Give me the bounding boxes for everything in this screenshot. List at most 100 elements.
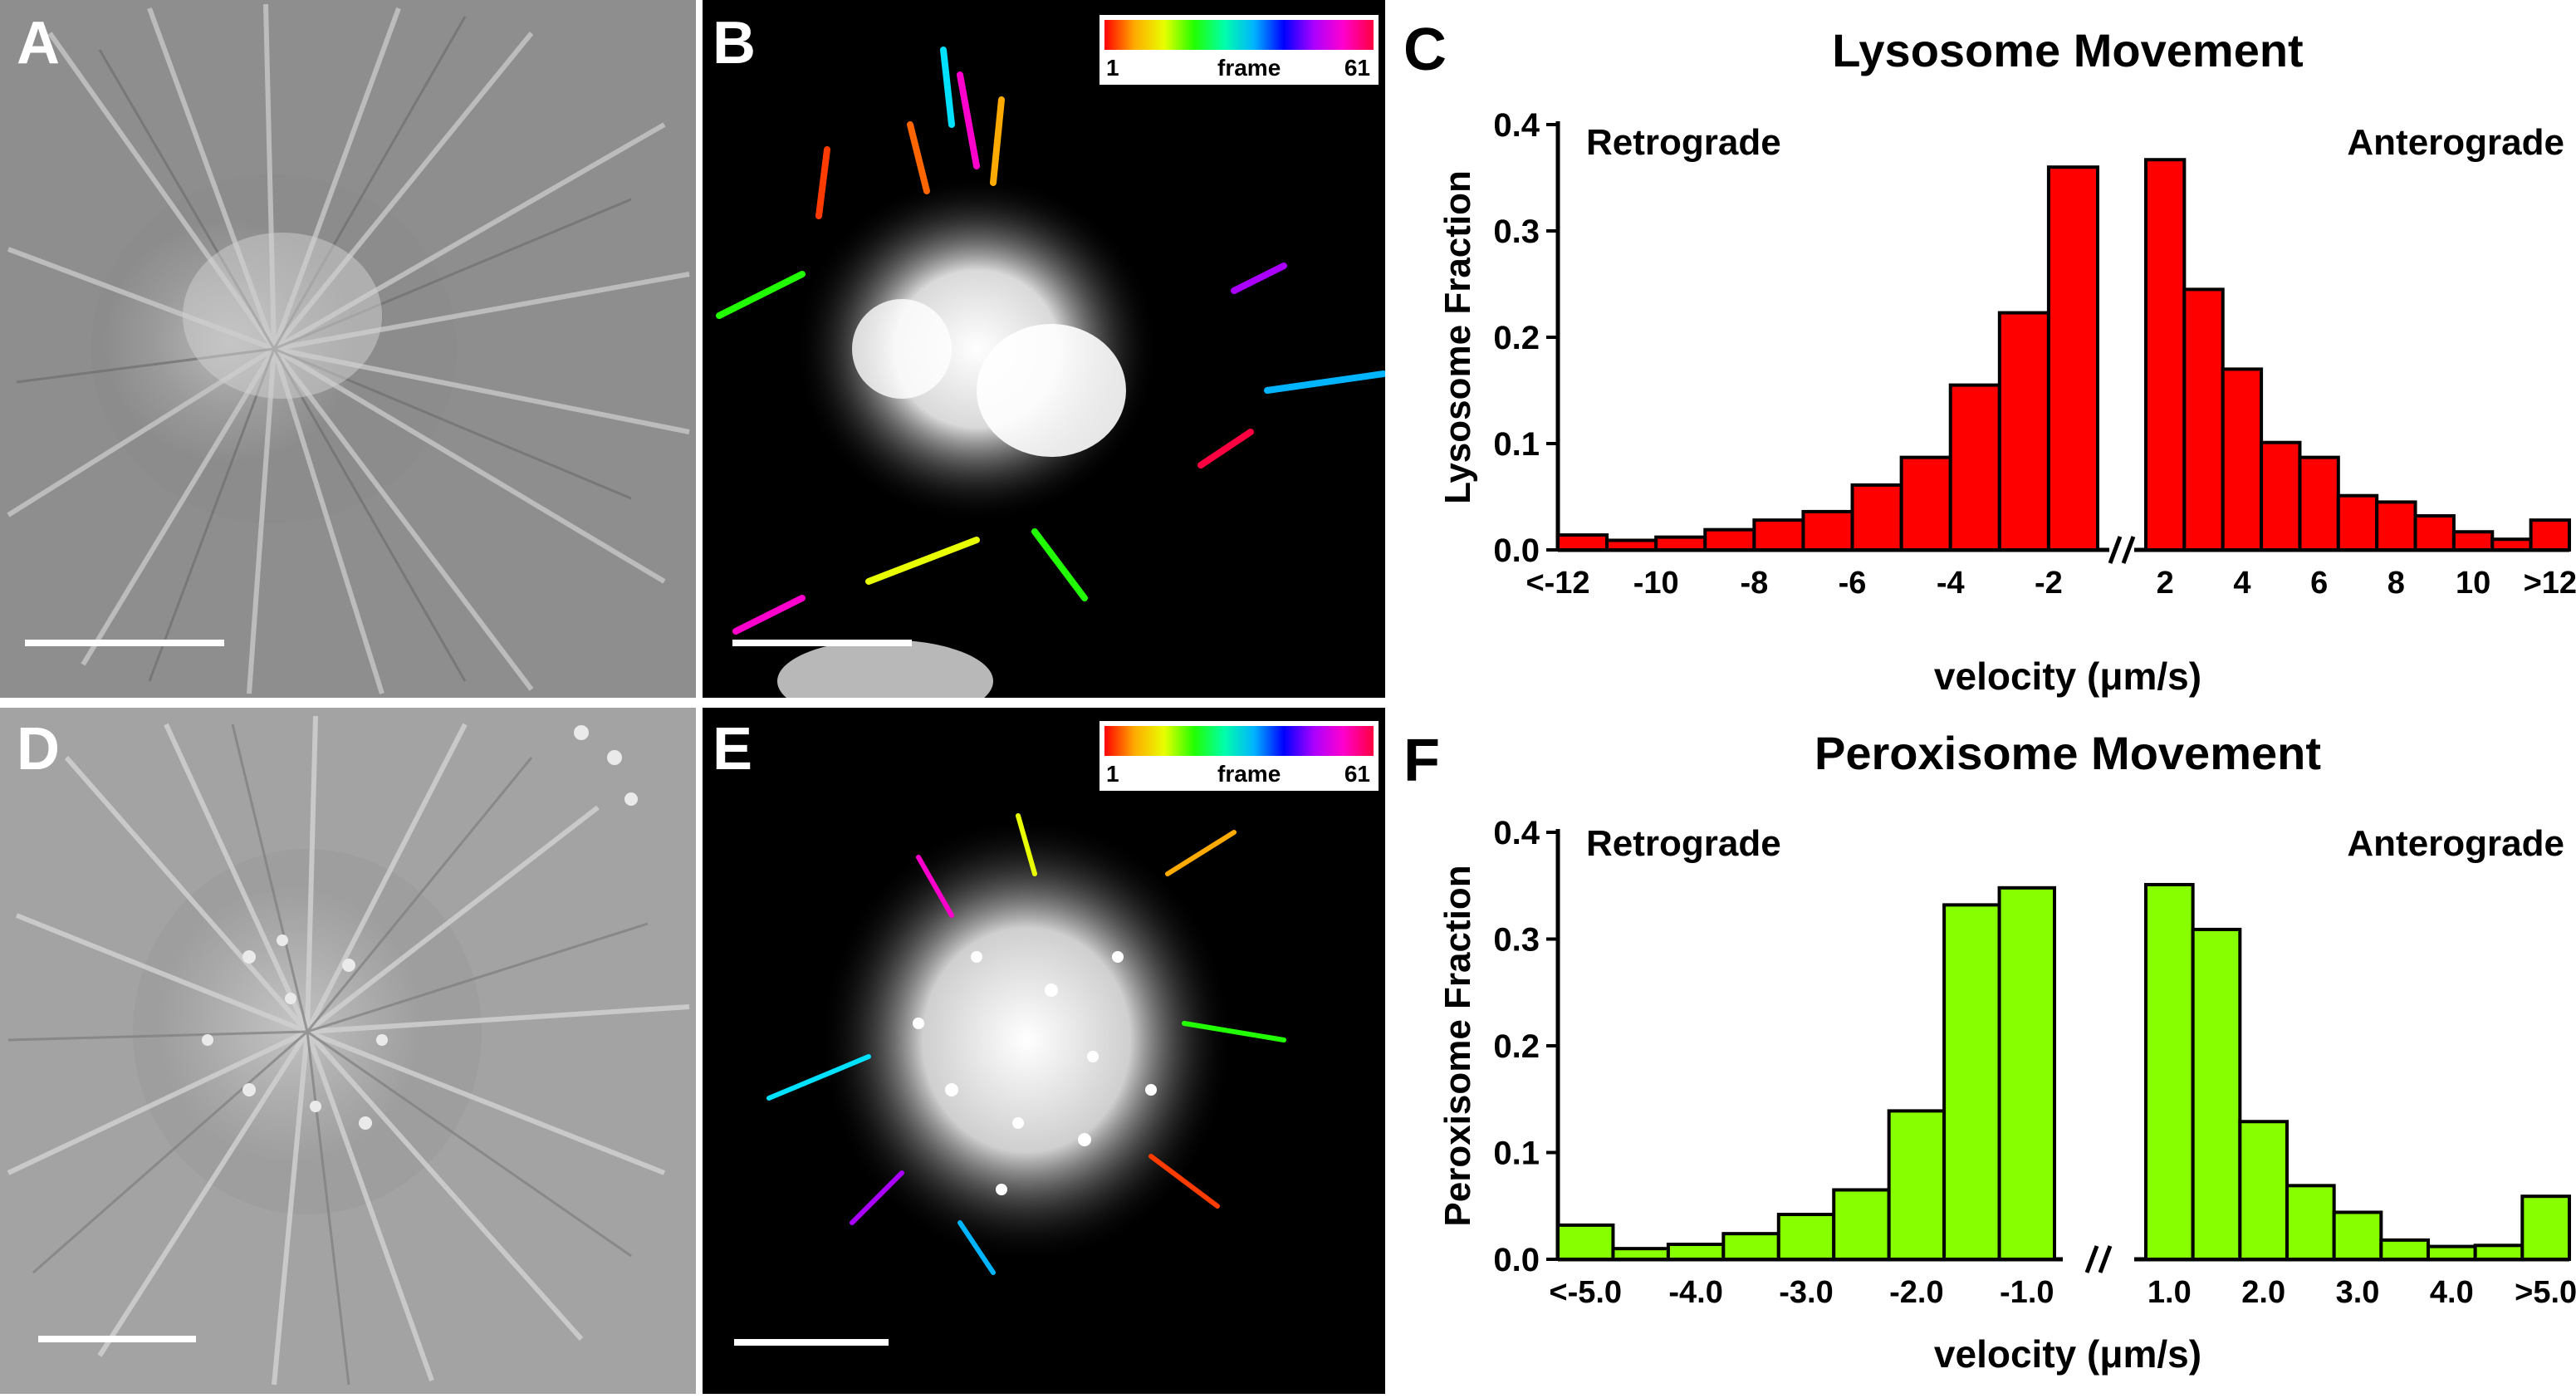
bar-retrograde [1942, 903, 2001, 1261]
scale-bar [25, 640, 224, 646]
bar-anterograde [2332, 1210, 2383, 1262]
bar-retrograde [1611, 1247, 1670, 1262]
bar-anterograde [2285, 1184, 2336, 1262]
scale-bar [732, 640, 912, 646]
y-tick-label: 0.3 [1493, 922, 1540, 959]
x-tick-label: 8 [2387, 566, 2405, 601]
x-axis-label: velocity (μm/s) [1934, 1332, 2201, 1376]
color-bar-label: frame [1217, 761, 1281, 787]
bar-retrograde [1997, 311, 2050, 552]
color-bar-end: 61 [1344, 761, 1370, 787]
bar-retrograde [1997, 885, 2056, 1261]
bar-anterograde [2379, 1238, 2431, 1261]
panel-label-d: D [17, 716, 60, 782]
bar-retrograde [1832, 1188, 1891, 1261]
panel-a-dic-image: A [0, 0, 696, 698]
bar-anterograde [2375, 500, 2417, 552]
x-tick-label: -4 [1937, 566, 1965, 601]
axis-break-mark [2121, 536, 2136, 564]
x-tick-label: 6 [2310, 566, 2328, 601]
retrograde-label: Retrograde [1586, 122, 1781, 163]
peroxisome-chart-svg: Peroxisome Movement Peroxisome Fraction Re… [1437, 727, 2576, 1376]
x-tick-label: <-5.0 [1549, 1275, 1622, 1310]
x-tick-label: -1.0 [2000, 1275, 2054, 1310]
bar-anterograde [2413, 514, 2456, 552]
bar-anterograde [2490, 537, 2533, 552]
y-tick-label: 0.2 [1493, 1028, 1540, 1065]
color-bar-start: 1 [1106, 761, 1119, 787]
bar-retrograde [1776, 1213, 1836, 1262]
axis-break-mark [2098, 1245, 2113, 1273]
panel-label-c: C [1403, 17, 1447, 83]
frame-color-bar: 1 frame 61 [1099, 721, 1379, 791]
color-bar-start: 1 [1106, 55, 1119, 81]
color-bar-end: 61 [1344, 55, 1370, 81]
color-bar-label: frame [1217, 55, 1281, 81]
axis-break-mark [2108, 536, 2123, 564]
x-tick-label: 2.0 [2241, 1275, 2285, 1310]
lysosome-tracks-image [703, 0, 1385, 698]
y-tick-label: 0.3 [1493, 213, 1540, 250]
x-tick-label: -2.0 [1889, 1275, 1943, 1310]
y-tick-label: 0.0 [1493, 1242, 1540, 1278]
bar-retrograde [1556, 1223, 1615, 1262]
bar-anterograde [2427, 1244, 2477, 1262]
x-tick-label: 4 [2233, 566, 2250, 601]
lysosome-chart-svg: Lysosome Movement Lysosome Fraction Retrog… [1437, 24, 2576, 698]
scale-bar [38, 1336, 196, 1342]
y-tick-label: 0.4 [1493, 107, 1540, 144]
y-tick-label: 0.1 [1493, 1136, 1540, 1172]
bar-anterograde [2182, 287, 2225, 552]
bar-retrograde [1556, 533, 1609, 552]
bar-anterograde [2260, 440, 2302, 552]
bar-anterograde [2144, 158, 2187, 552]
bar-retrograde [1752, 518, 1805, 552]
x-tick-label: <-12 [1526, 566, 1589, 601]
y-tick-label: 0.4 [1493, 815, 1540, 851]
bar-retrograde [1948, 383, 2001, 552]
panel-label-f: F [1403, 728, 1440, 794]
x-tick-label: -3.0 [1779, 1275, 1833, 1310]
panel-label-a: A [17, 10, 60, 76]
peroxisome-tracks-image [703, 708, 1385, 1394]
y-tick-label: 0.1 [1493, 426, 1540, 463]
bar-retrograde [2046, 165, 2100, 552]
bar-anterograde [2529, 518, 2571, 552]
panel-label-e: E [713, 716, 753, 782]
dic-cell-image-a [0, 0, 696, 698]
x-tick-label: 2 [2157, 566, 2174, 601]
y-tick-label: 0.2 [1493, 320, 1540, 356]
bar-retrograde [1666, 1243, 1726, 1262]
chart-title: Lysosome Movement [1832, 24, 2303, 76]
bar-anterograde [2221, 367, 2264, 552]
dic-cell-image-d [0, 708, 696, 1394]
frame-color-bar: 1 frame 61 [1099, 15, 1379, 85]
bar-anterograde [2144, 882, 2195, 1261]
bar-retrograde [1801, 509, 1854, 552]
y-axis-label: Peroxisome Fraction [1437, 865, 1478, 1226]
y-axis-label: Lysosome Fraction [1437, 170, 1478, 504]
panel-e-track-image: E 1 frame 61 [703, 708, 1385, 1394]
bar-anterograde [2336, 493, 2379, 552]
x-tick-label: -4.0 [1668, 1275, 1722, 1310]
panel-label-b: B [713, 10, 756, 76]
scale-bar [734, 1339, 889, 1346]
x-tick-label: 1.0 [2147, 1275, 2192, 1310]
color-gradient [1104, 20, 1374, 50]
bar-retrograde [1605, 538, 1658, 552]
bar-anterograde [2191, 927, 2242, 1261]
bar-retrograde [1721, 1232, 1780, 1261]
color-gradient [1104, 726, 1374, 756]
x-tick-label: >12 [2524, 566, 2576, 601]
panel-d-dic-image: D [0, 708, 696, 1394]
bar-anterograde [2451, 530, 2495, 552]
bar-retrograde [1850, 483, 1903, 552]
panel-b-track-image: B 1 frame 61 [703, 0, 1385, 698]
x-tick-label: >5.0 [2515, 1275, 2576, 1310]
anterograde-label: Anterograde [2347, 823, 2564, 864]
peroxisome-movement-chart: Peroxisome Movement Peroxisome Fraction Re… [1395, 703, 2576, 1394]
lysosome-movement-chart: Lysosome Movement Lysosome Fraction Retrog… [1395, 0, 2576, 703]
bar-retrograde [1899, 455, 1952, 552]
x-tick-label: -6 [1839, 566, 1867, 601]
bar-anterograde [2520, 1194, 2572, 1261]
